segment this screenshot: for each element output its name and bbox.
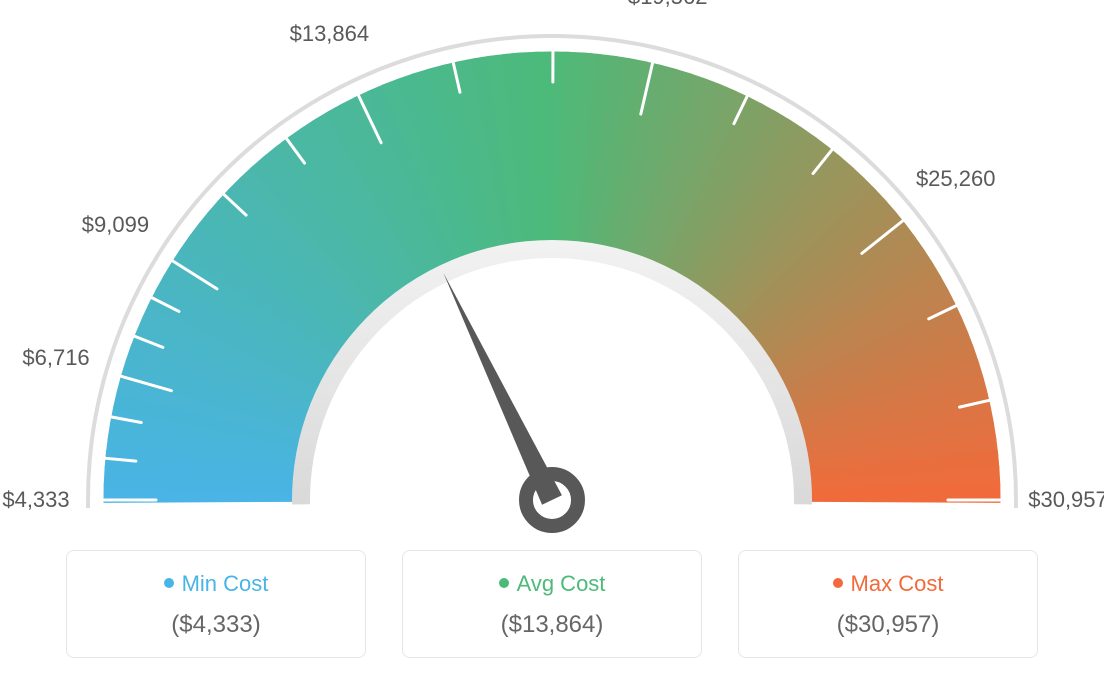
gauge-scale-label: $9,099 — [82, 212, 149, 238]
legend-label-avg: Avg Cost — [517, 571, 606, 596]
legend-label-min: Min Cost — [182, 571, 269, 596]
gauge-scale-label: $30,957 — [1028, 487, 1104, 513]
legend-title-max: Max Cost — [749, 571, 1027, 597]
legend-title-min: Min Cost — [77, 571, 355, 597]
legend-dot-min — [164, 578, 174, 588]
legend-label-max: Max Cost — [851, 571, 944, 596]
legend-card-max: Max Cost ($30,957) — [738, 550, 1038, 658]
legend-card-min: Min Cost ($4,333) — [66, 550, 366, 658]
legend-value-min: ($4,333) — [77, 611, 355, 639]
gauge-svg — [0, 0, 1104, 540]
legend-row: Min Cost ($4,333) Avg Cost ($13,864) Max… — [0, 550, 1104, 658]
gauge-scale-label: $25,260 — [916, 166, 996, 192]
gauge-scale-label: $19,562 — [628, 0, 708, 10]
legend-dot-avg — [499, 578, 509, 588]
legend-value-avg: ($13,864) — [413, 611, 691, 639]
legend-dot-max — [833, 578, 843, 588]
legend-title-avg: Avg Cost — [413, 571, 691, 597]
gauge-scale-label: $13,864 — [290, 21, 370, 47]
cost-gauge-chart: $4,333 $6,716 $9,099 $13,864 $19,562 $25,260 $… — [0, 0, 1104, 690]
legend-card-avg: Avg Cost ($13,864) — [402, 550, 702, 658]
gauge-area: $4,333 $6,716 $9,099 $13,864 $19,562 $25,260 $… — [0, 0, 1104, 540]
gauge-scale-label: $6,716 — [22, 345, 89, 371]
gauge-scale-label: $4,333 — [2, 487, 69, 513]
legend-value-max: ($30,957) — [749, 611, 1027, 639]
